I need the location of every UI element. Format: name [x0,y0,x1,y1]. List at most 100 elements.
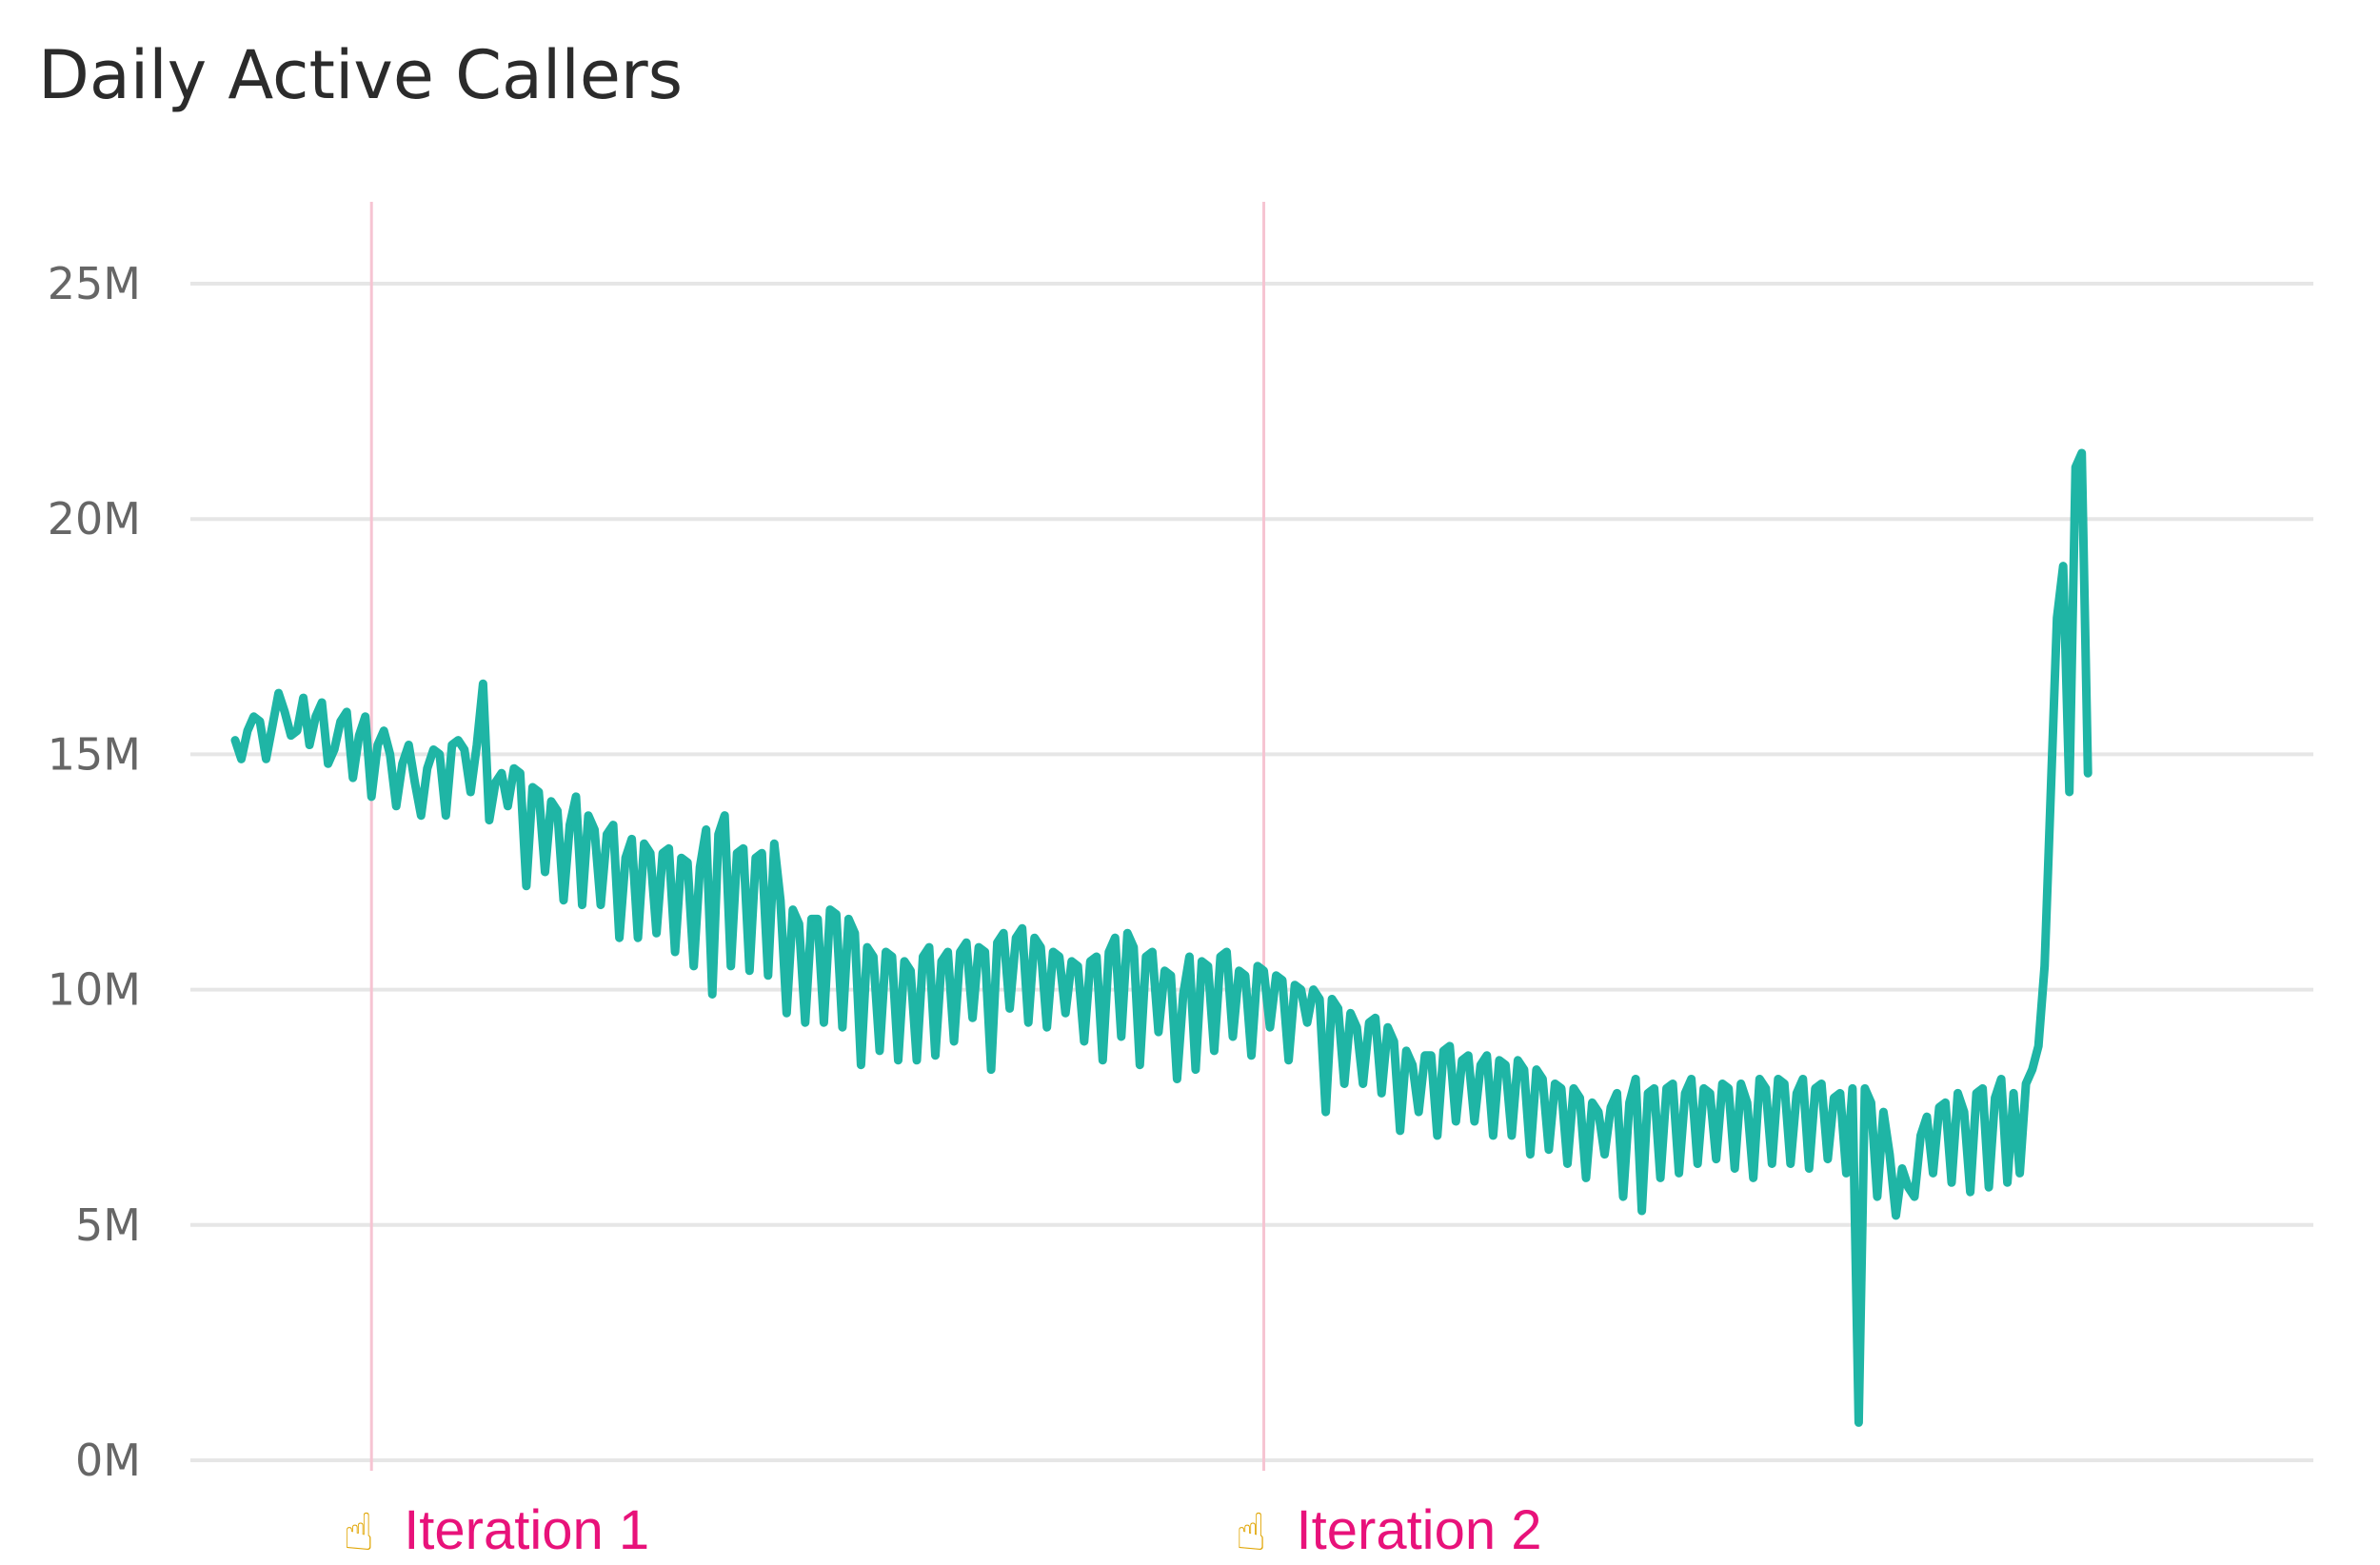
data-point [778,898,783,902]
annotation-label: Iteration 1 [404,1499,649,1561]
data-point [629,837,634,842]
data-point [1002,931,1006,936]
data-point [852,931,857,936]
data-point [1143,955,1148,959]
data-point [524,883,528,888]
data-point [1937,1105,1941,1110]
data-point [233,738,237,743]
data-point [1987,1185,1992,1190]
data-point [499,771,504,776]
data-point [679,856,684,861]
data-point [2017,1171,2022,1176]
y-tick-label: 15M [48,728,141,780]
data-point [1763,1086,1768,1091]
data-point [1918,1133,1923,1138]
data-point [753,856,758,861]
data-point [1305,1020,1310,1025]
data-point [412,781,417,785]
data-point [1491,1133,1496,1138]
data-point [1546,1147,1551,1152]
data-point [1472,1119,1477,1123]
data-point [1168,973,1173,978]
data-point [1850,1086,1854,1091]
data-point [1138,1062,1142,1067]
data-point [896,1058,901,1062]
data-point [493,781,498,785]
data-point [846,917,851,921]
data-point [772,842,777,846]
data-point [1318,997,1322,1001]
data-point [239,757,244,762]
data-point [456,738,461,743]
data-point [1299,987,1303,992]
data-point [636,936,641,941]
data-point [518,771,523,776]
data-point [1788,1161,1793,1166]
data-point [1862,1086,1867,1091]
data-point [369,794,374,799]
data-point [332,747,337,752]
data-point [822,1020,826,1025]
data-point [1007,1006,1012,1011]
data-point [1373,1016,1378,1020]
data-point [871,955,876,959]
data-point [1553,1081,1557,1086]
data-point [1106,950,1111,954]
data-point [1243,973,1247,978]
data-point [1342,1081,1347,1086]
data-point [543,870,547,874]
data-point [1224,950,1229,954]
data-point [301,696,306,701]
y-axis-ticks: 0M 5M 10M 15M 20M 25M [48,258,141,1486]
data-point [1825,1157,1830,1161]
annotation-lines [369,202,1266,1471]
data-point [276,691,281,696]
data-point [449,743,454,747]
data-point [1509,1133,1514,1138]
data-point [555,808,560,813]
data-point [1417,1110,1421,1115]
data-point [1696,1161,1700,1166]
data-point [1559,1086,1563,1091]
data-point [834,912,839,917]
data-point [1950,1180,1954,1185]
data-point [1775,1077,1780,1081]
data-point [964,941,969,945]
data-point [605,832,609,837]
data-point [592,827,597,832]
data-point [1311,987,1316,992]
data-point [506,803,510,808]
data-point [2054,616,2059,620]
data-point [1150,950,1155,954]
data-point [784,1011,789,1016]
data-point [586,813,590,818]
data-point [2049,790,2053,794]
data-point [1379,1091,1384,1096]
data-point [1237,968,1241,973]
data-point [1968,1190,1973,1195]
data-point [1590,1100,1595,1105]
data-point [1708,1091,1713,1096]
data-point [264,757,268,762]
data-point [251,714,256,719]
data-point [741,846,745,851]
data-point [654,931,659,936]
data-point [2030,1067,2034,1072]
y-tick-label: 25M [48,258,141,309]
data-point [1621,1195,1625,1199]
data-point [1193,1067,1198,1072]
data-point [313,714,318,719]
data-point [642,842,646,846]
data-point [1014,936,1019,941]
data-point [1943,1100,1948,1105]
data-point [840,1025,844,1030]
data-point [735,851,740,856]
data-point [1639,1209,1644,1213]
data-point [375,743,380,747]
data-point [1597,1110,1600,1115]
data-point [1323,1110,1328,1115]
data-point [1540,1077,1545,1081]
data-point [1689,1077,1694,1081]
data-point [1894,1213,1898,1218]
data-point [902,959,906,963]
